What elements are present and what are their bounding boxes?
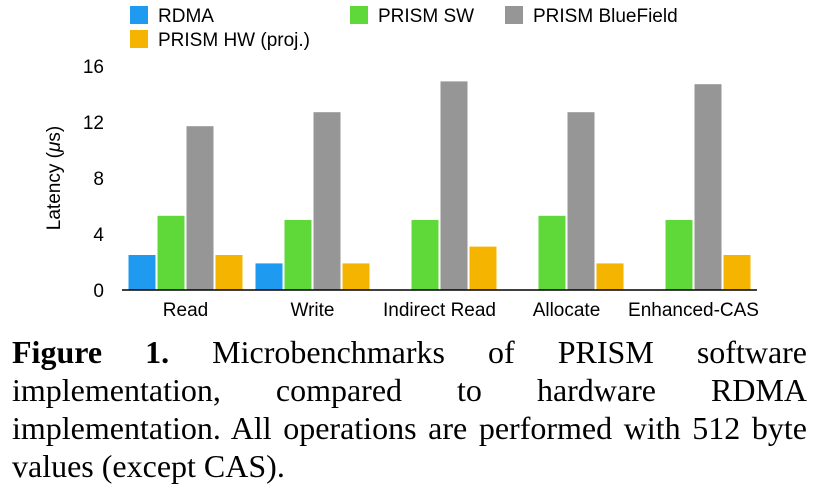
bar-3-1 [342, 263, 370, 290]
y-tick-label-4: 16 [83, 57, 104, 78]
y-tick-label-0: 0 [93, 281, 104, 302]
bar-2-0 [186, 126, 214, 290]
x-tick-label-3: Allocate [533, 300, 601, 321]
x-tick-label-4: Enhanced-CAS [628, 300, 759, 321]
bar-0-0 [128, 255, 156, 290]
bar-2-4 [694, 84, 722, 290]
legend-swatch-0 [130, 6, 148, 24]
x-tick-label-1: Write [291, 300, 335, 321]
bar-3-4 [723, 255, 751, 290]
bar-2-2 [440, 81, 468, 291]
y-axis-label: Latency (μs) [44, 126, 65, 230]
bar-1-3 [538, 215, 566, 290]
figure-caption: Figure 1. Microbenchmarks of PRISM softw… [12, 333, 807, 485]
x-tick-label-0: Read [163, 300, 208, 321]
y-tick-label-3: 12 [83, 113, 104, 134]
legend-swatch-2 [505, 6, 523, 24]
legend-label-3: PRISM HW (proj.) [158, 30, 310, 51]
bar-1-0 [157, 215, 185, 290]
bar-3-2 [469, 246, 497, 290]
caption-label: Figure 1. [12, 334, 170, 370]
y-tick-label-1: 4 [93, 225, 104, 246]
legend-label-1: PRISM SW [378, 6, 474, 27]
legend-label-2: PRISM BlueField [533, 6, 678, 27]
legend-label-0: RDMA [158, 6, 214, 27]
legend-swatch-3 [130, 30, 148, 48]
bar-0-1 [255, 263, 283, 290]
legend-swatch-1 [350, 6, 368, 24]
bar-3-0 [215, 255, 243, 290]
latency-bar-chart: RDMA PRISM SW PRISM BlueField PRISM HW (pro… [44, 6, 759, 321]
bar-3-3 [596, 263, 624, 290]
bar-2-1 [313, 112, 341, 290]
y-tick-label-2: 8 [93, 169, 104, 190]
bar-1-4 [665, 220, 693, 290]
x-tick-label-2: Indirect Read [383, 300, 496, 321]
bar-2-3 [567, 112, 595, 290]
bar-1-1 [284, 220, 312, 290]
bar-1-2 [411, 220, 439, 290]
